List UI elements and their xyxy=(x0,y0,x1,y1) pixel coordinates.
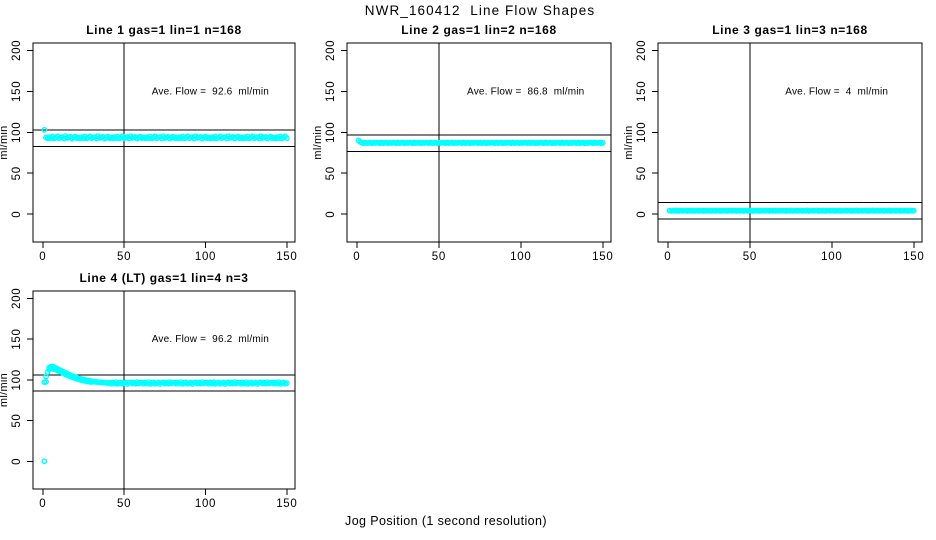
y-tick-label: 50 xyxy=(636,166,648,180)
x-tick-label: 150 xyxy=(592,251,613,263)
panel-line-2: Line 2 gas=1 lin=2 n=168 ml/min 0 50 100 150 0… xyxy=(312,23,613,263)
avg-flow-annotation: Ave. Flow = 96.2 ml/min xyxy=(152,334,269,345)
y-tick-label: 100 xyxy=(11,369,23,390)
plot-box xyxy=(32,290,296,490)
data-point xyxy=(599,139,606,146)
y-tick-label: 50 xyxy=(325,166,337,180)
y-tick-label: 150 xyxy=(11,328,23,349)
data-point xyxy=(41,126,48,133)
data-point xyxy=(43,378,49,385)
y-tick-label: 100 xyxy=(11,122,23,143)
x-tick-label: 50 xyxy=(117,251,131,263)
y-tick-label: 150 xyxy=(636,81,648,102)
panel-title: Line 2 gas=1 lin=2 n=168 xyxy=(401,23,556,37)
y-axis-label: ml/min xyxy=(312,125,324,159)
x-tick-label: 50 xyxy=(432,251,446,263)
plot-box xyxy=(346,42,612,243)
y-tick-label: 50 xyxy=(11,413,23,427)
x-axis-outer-label: Jog Position (1 second resolution) xyxy=(345,514,547,528)
panel-line-1: Line 1 gas=1 lin=1 n=168 ml/min 0 50 100 150 0… xyxy=(0,23,297,263)
x-tick-label: 0 xyxy=(39,498,46,510)
x-tick-label: 50 xyxy=(117,498,131,510)
data-point xyxy=(41,458,48,465)
x-tick-label: 100 xyxy=(510,251,531,263)
y-tick-label: 150 xyxy=(325,81,337,102)
panel-title: Line 1 gas=1 lin=1 n=168 xyxy=(86,23,241,37)
data-point xyxy=(43,373,49,380)
avg-flow-annotation: Ave. Flow = 86.8 ml/min xyxy=(467,86,584,97)
y-tick-label: 0 xyxy=(325,211,337,218)
panel-line-4-lt: Line 4 (LT) gas=1 lin=4 n=3 ml/min 0 50 100 1… xyxy=(0,271,297,510)
panel-title: Line 4 (LT) gas=1 lin=4 n=3 xyxy=(79,271,248,285)
x-tick-label: 100 xyxy=(195,251,216,263)
y-tick-label: 100 xyxy=(325,122,337,143)
x-tick-label: 150 xyxy=(276,251,297,263)
y-tick-label: 0 xyxy=(636,211,648,218)
panel-title: Line 3 gas=1 lin=3 n=168 xyxy=(712,23,867,37)
y-tick-label: 0 xyxy=(11,211,23,218)
data-point xyxy=(910,207,917,214)
y-tick-label: 50 xyxy=(11,166,23,180)
data-point xyxy=(283,380,290,387)
x-tick-label: 100 xyxy=(821,251,842,263)
data-point xyxy=(283,135,290,142)
y-tick-label: 200 xyxy=(636,40,648,61)
panel-line-3: Line 3 gas=1 lin=3 n=168 ml/min 0 50 100 150 0… xyxy=(623,23,924,263)
y-axis-label: ml/min xyxy=(0,373,10,407)
y-axis-label: ml/min xyxy=(623,125,635,159)
y-tick-label: 200 xyxy=(11,288,23,309)
y-tick-label: 200 xyxy=(11,40,23,61)
y-tick-label: 0 xyxy=(11,458,23,465)
y-tick-label: 150 xyxy=(11,81,23,102)
plot-box xyxy=(657,42,923,243)
main-title: NWR_160412 Line Flow Shapes xyxy=(364,3,596,18)
x-tick-label: 0 xyxy=(353,251,360,263)
y-axis-label: ml/min xyxy=(0,125,10,159)
x-tick-label: 50 xyxy=(743,251,757,263)
y-tick-label: 200 xyxy=(325,40,337,61)
x-tick-label: 0 xyxy=(664,251,671,263)
y-tick-label: 100 xyxy=(636,122,648,143)
x-tick-label: 100 xyxy=(195,498,216,510)
x-tick-label: 150 xyxy=(903,251,924,263)
x-tick-label: 0 xyxy=(39,251,46,263)
avg-flow-annotation: Ave. Flow = 4 ml/min xyxy=(785,86,888,97)
plot-box xyxy=(32,42,296,243)
x-tick-label: 150 xyxy=(276,498,297,510)
avg-flow-annotation: Ave. Flow = 92.6 ml/min xyxy=(152,86,269,97)
